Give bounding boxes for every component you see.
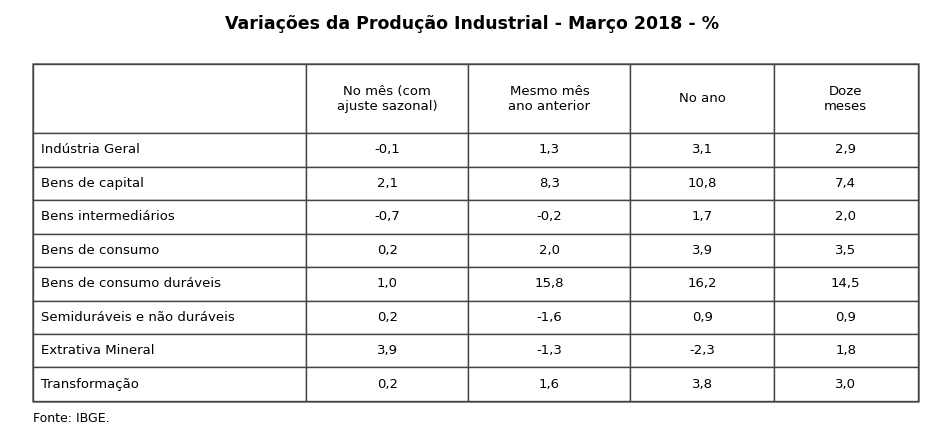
Bar bbox=[306, 334, 468, 367]
Bar bbox=[33, 267, 306, 300]
Text: Semiduráveis e não duráveis: Semiduráveis e não duráveis bbox=[41, 311, 234, 324]
Text: Mesmo mês
ano anterior: Mesmo mês ano anterior bbox=[509, 85, 590, 113]
Text: 14,5: 14,5 bbox=[831, 277, 861, 290]
Text: Bens de capital: Bens de capital bbox=[41, 177, 143, 190]
Text: 0,9: 0,9 bbox=[835, 311, 856, 324]
Bar bbox=[468, 133, 631, 167]
Text: Indústria Geral: Indústria Geral bbox=[41, 144, 140, 156]
Text: -1,6: -1,6 bbox=[536, 311, 563, 324]
Bar bbox=[33, 133, 306, 167]
Bar bbox=[631, 167, 774, 200]
Bar bbox=[774, 167, 918, 200]
Text: Bens de consumo: Bens de consumo bbox=[41, 244, 159, 257]
Bar bbox=[468, 167, 631, 200]
Bar bbox=[774, 367, 918, 401]
Bar bbox=[33, 200, 306, 233]
Bar bbox=[631, 133, 774, 167]
Text: Extrativa Mineral: Extrativa Mineral bbox=[41, 344, 154, 357]
Bar bbox=[631, 367, 774, 401]
Bar bbox=[468, 267, 631, 300]
Text: Bens intermediários: Bens intermediários bbox=[41, 210, 175, 223]
Text: 8,3: 8,3 bbox=[539, 177, 560, 190]
Bar bbox=[33, 64, 918, 401]
Text: 3,0: 3,0 bbox=[835, 378, 856, 391]
Text: 2,1: 2,1 bbox=[377, 177, 397, 190]
Bar bbox=[33, 334, 306, 367]
Text: 3,1: 3,1 bbox=[692, 144, 713, 156]
Bar bbox=[33, 233, 306, 267]
Bar bbox=[33, 167, 306, 200]
Bar bbox=[774, 200, 918, 233]
Bar bbox=[774, 233, 918, 267]
Text: 1,3: 1,3 bbox=[539, 144, 560, 156]
Text: Doze
meses: Doze meses bbox=[824, 85, 868, 113]
Text: 16,2: 16,2 bbox=[687, 277, 717, 290]
Text: 1,0: 1,0 bbox=[377, 277, 397, 290]
Bar bbox=[33, 64, 306, 133]
Bar bbox=[774, 64, 918, 133]
Text: 3,9: 3,9 bbox=[377, 344, 397, 357]
Text: Transformação: Transformação bbox=[41, 378, 139, 391]
Bar bbox=[306, 367, 468, 401]
Text: 15,8: 15,8 bbox=[534, 277, 565, 290]
Text: -0,7: -0,7 bbox=[375, 210, 400, 223]
Text: Bens de consumo duráveis: Bens de consumo duráveis bbox=[41, 277, 221, 290]
Bar bbox=[631, 334, 774, 367]
Text: 1,6: 1,6 bbox=[539, 378, 560, 391]
Bar bbox=[631, 300, 774, 334]
Text: 3,8: 3,8 bbox=[692, 378, 713, 391]
Bar bbox=[468, 64, 631, 133]
Bar bbox=[774, 267, 918, 300]
Bar bbox=[306, 300, 468, 334]
Bar bbox=[468, 334, 631, 367]
Text: No mês (com
ajuste sazonal): No mês (com ajuste sazonal) bbox=[337, 85, 438, 113]
Text: No ano: No ano bbox=[679, 92, 726, 105]
Text: Variações da Produção Industrial - Março 2018 - %: Variações da Produção Industrial - Março… bbox=[225, 16, 719, 33]
Text: 3,5: 3,5 bbox=[835, 244, 856, 257]
Bar bbox=[468, 367, 631, 401]
Bar bbox=[306, 167, 468, 200]
Bar bbox=[631, 267, 774, 300]
Text: 7,4: 7,4 bbox=[835, 177, 856, 190]
Bar bbox=[33, 300, 306, 334]
Text: 10,8: 10,8 bbox=[687, 177, 716, 190]
Bar bbox=[306, 64, 468, 133]
Text: 1,7: 1,7 bbox=[692, 210, 713, 223]
Bar bbox=[468, 233, 631, 267]
Bar bbox=[774, 133, 918, 167]
Bar bbox=[774, 334, 918, 367]
Text: Fonte: IBGE.: Fonte: IBGE. bbox=[33, 412, 110, 425]
Text: 2,0: 2,0 bbox=[835, 210, 856, 223]
Bar bbox=[306, 267, 468, 300]
Text: 3,9: 3,9 bbox=[692, 244, 713, 257]
Text: 0,9: 0,9 bbox=[692, 311, 713, 324]
Text: -0,1: -0,1 bbox=[375, 144, 400, 156]
Text: 0,2: 0,2 bbox=[377, 311, 397, 324]
Text: -1,3: -1,3 bbox=[536, 344, 563, 357]
Bar bbox=[631, 200, 774, 233]
Bar bbox=[468, 300, 631, 334]
Bar bbox=[468, 200, 631, 233]
Text: 2,0: 2,0 bbox=[539, 244, 560, 257]
Bar bbox=[306, 233, 468, 267]
Bar bbox=[631, 233, 774, 267]
Bar bbox=[774, 300, 918, 334]
Bar bbox=[631, 64, 774, 133]
Text: 2,9: 2,9 bbox=[835, 144, 856, 156]
Bar bbox=[306, 200, 468, 233]
Bar bbox=[33, 367, 306, 401]
Bar bbox=[306, 133, 468, 167]
Text: 0,2: 0,2 bbox=[377, 378, 397, 391]
Text: -0,2: -0,2 bbox=[536, 210, 563, 223]
Text: 1,8: 1,8 bbox=[835, 344, 856, 357]
Text: 0,2: 0,2 bbox=[377, 244, 397, 257]
Text: -2,3: -2,3 bbox=[689, 344, 716, 357]
